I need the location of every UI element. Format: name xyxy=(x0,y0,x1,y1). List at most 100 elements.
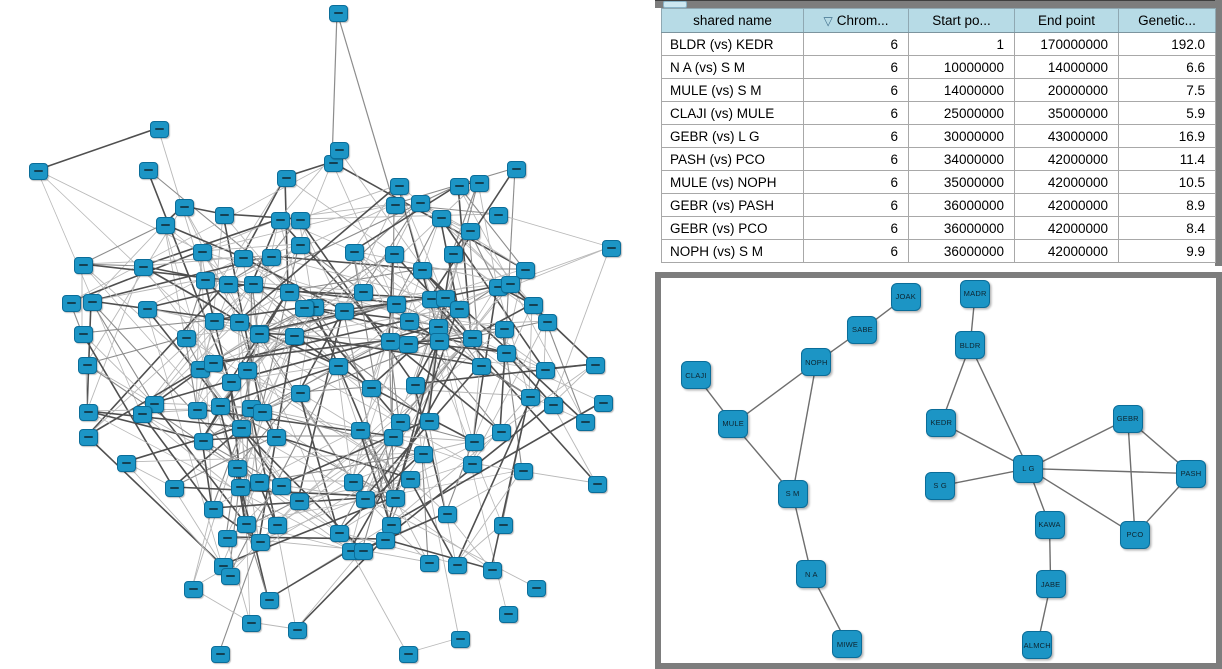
network-node[interactable] xyxy=(73,325,93,343)
network-node-mule[interactable]: MULE xyxy=(718,409,749,438)
network-node[interactable] xyxy=(294,299,314,317)
network-node[interactable] xyxy=(236,515,256,533)
network-node[interactable] xyxy=(187,401,207,419)
network-node[interactable] xyxy=(279,283,299,301)
network-node[interactable] xyxy=(249,473,269,491)
network-node[interactable] xyxy=(386,295,406,313)
network-node[interactable] xyxy=(493,516,513,534)
network-node[interactable] xyxy=(464,433,484,451)
table-row[interactable]: BLDR (vs) KEDR 6 1 170000000 192.0 xyxy=(661,32,1216,56)
network-node[interactable] xyxy=(587,475,607,493)
network-node[interactable] xyxy=(381,516,401,534)
network-node[interactable] xyxy=(73,256,93,274)
network-node[interactable] xyxy=(193,432,213,450)
column-header-endpoint[interactable]: End point xyxy=(1014,8,1119,33)
network-node[interactable] xyxy=(410,194,430,212)
network-node[interactable] xyxy=(204,312,224,330)
network-node[interactable] xyxy=(252,403,272,421)
network-node[interactable] xyxy=(437,505,457,523)
network-node[interactable] xyxy=(385,489,405,507)
network-node[interactable] xyxy=(290,236,310,254)
table-row[interactable]: GEBR (vs) L G 6 30000000 43000000 16.9 xyxy=(661,124,1216,148)
network-node[interactable] xyxy=(183,580,203,598)
network-node[interactable] xyxy=(343,473,363,491)
network-node[interactable] xyxy=(259,591,279,609)
table-row[interactable]: MULE (vs) NOPH 6 35000000 42000000 10.5 xyxy=(661,170,1216,194)
network-node[interactable] xyxy=(405,376,425,394)
column-header-startpo[interactable]: Start po... xyxy=(908,8,1015,33)
network-node[interactable] xyxy=(482,561,502,579)
network-node[interactable] xyxy=(230,478,250,496)
network-node[interactable] xyxy=(164,479,184,497)
network-node-gebr[interactable]: GEBR xyxy=(1112,404,1143,433)
column-header-chrom[interactable]: ▽ Chrom... xyxy=(803,8,909,33)
network-node[interactable] xyxy=(389,177,409,195)
network-node[interactable] xyxy=(380,332,400,350)
network-node[interactable] xyxy=(78,428,98,446)
network-node[interactable] xyxy=(214,206,234,224)
network-node[interactable] xyxy=(496,344,516,362)
network-node[interactable] xyxy=(384,245,404,263)
network-node[interactable] xyxy=(334,302,354,320)
network-node-pco[interactable]: PCO xyxy=(1119,520,1150,549)
network-node[interactable] xyxy=(601,239,621,257)
network-node-joak[interactable]: JOAK xyxy=(890,282,921,311)
network-node-bldr[interactable]: BLDR xyxy=(955,331,986,360)
network-node[interactable] xyxy=(491,423,511,441)
network-node-pash[interactable]: PASH xyxy=(1176,459,1207,488)
network-node[interactable] xyxy=(449,177,469,195)
network-node[interactable] xyxy=(419,412,439,430)
network-node[interactable] xyxy=(375,531,395,549)
network-node[interactable] xyxy=(398,335,418,353)
network-node[interactable] xyxy=(462,329,482,347)
network-node[interactable] xyxy=(520,388,540,406)
network-node[interactable] xyxy=(398,645,418,663)
network-node[interactable] xyxy=(174,198,194,216)
network-node[interactable] xyxy=(361,379,381,397)
network-node[interactable] xyxy=(116,454,136,472)
network-node[interactable] xyxy=(61,294,81,312)
network-node[interactable] xyxy=(329,524,349,542)
network-node[interactable] xyxy=(449,300,469,318)
network-node-sm[interactable]: S M xyxy=(777,479,808,508)
network-node[interactable] xyxy=(328,4,348,22)
network-node[interactable] xyxy=(593,394,613,412)
column-header-sharedname[interactable]: shared name xyxy=(661,8,804,33)
network-node-kedr[interactable]: KEDR xyxy=(926,408,957,437)
network-node[interactable] xyxy=(329,141,349,159)
network-node[interactable] xyxy=(210,645,230,663)
table-row[interactable]: NOPH (vs) S M 6 36000000 42000000 9.9 xyxy=(661,239,1216,263)
network-node[interactable] xyxy=(176,329,196,347)
network-node[interactable] xyxy=(447,556,467,574)
network-node[interactable] xyxy=(515,261,535,279)
network-node[interactable] xyxy=(575,413,595,431)
network-node[interactable] xyxy=(431,209,451,227)
table-row[interactable]: MULE (vs) S M 6 14000000 20000000 7.5 xyxy=(661,78,1216,102)
network-node[interactable] xyxy=(412,261,432,279)
network-node[interactable] xyxy=(469,174,489,192)
table-row[interactable]: GEBR (vs) PCO 6 36000000 42000000 8.4 xyxy=(661,216,1216,240)
network-node[interactable] xyxy=(523,296,543,314)
table-row[interactable]: N A (vs) S M 6 10000000 14000000 6.6 xyxy=(661,55,1216,79)
network-node[interactable] xyxy=(217,529,237,547)
network-node[interactable] xyxy=(138,161,158,179)
network-node[interactable] xyxy=(77,356,97,374)
network-node[interactable] xyxy=(488,206,508,224)
filter-icon[interactable]: ▽ xyxy=(823,14,833,28)
network-node[interactable] xyxy=(385,196,405,214)
table-row[interactable]: GEBR (vs) PASH 6 36000000 42000000 8.9 xyxy=(661,193,1216,217)
network-node[interactable] xyxy=(276,169,296,187)
network-node[interactable] xyxy=(413,445,433,463)
network-node[interactable] xyxy=(390,413,410,431)
network-node[interactable] xyxy=(506,160,526,178)
network-node-almch[interactable]: ALMCH xyxy=(1022,631,1053,660)
network-node[interactable] xyxy=(231,419,251,437)
network-node[interactable] xyxy=(462,455,482,473)
network-node[interactable] xyxy=(218,275,238,293)
network-node[interactable] xyxy=(229,313,249,331)
network-node[interactable] xyxy=(266,428,286,446)
network-node-claji[interactable]: CLAJI xyxy=(680,361,711,390)
network-node[interactable] xyxy=(192,243,212,261)
network-node[interactable] xyxy=(227,459,247,477)
network-node[interactable] xyxy=(500,275,520,293)
